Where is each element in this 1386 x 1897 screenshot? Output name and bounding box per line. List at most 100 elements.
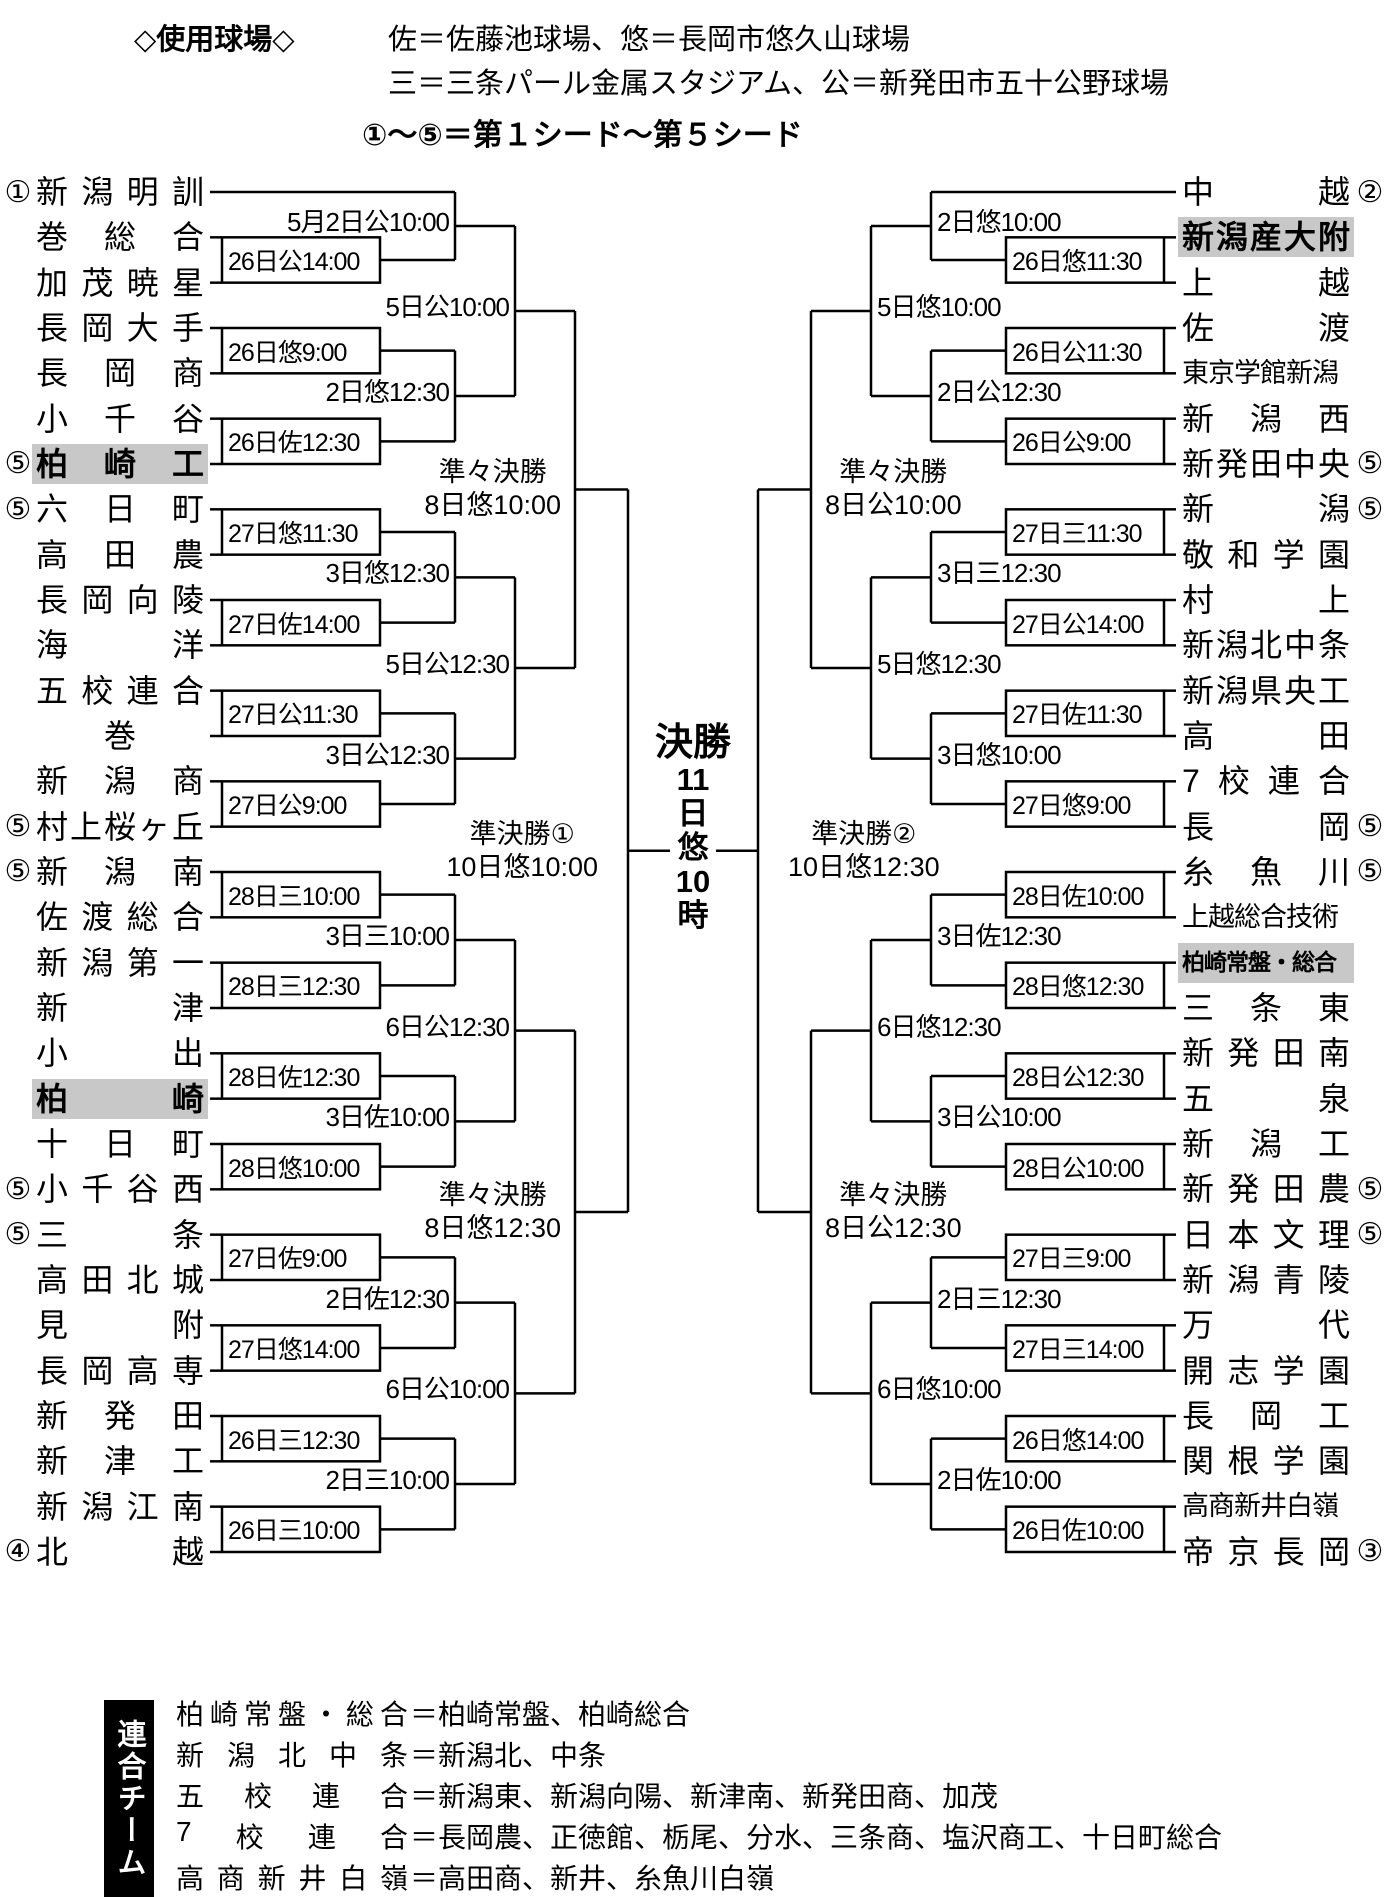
team-row: 加茂暁星 [32, 262, 208, 304]
final-title: 決勝 [654, 722, 731, 764]
match-label: 3日佐12:30 [937, 920, 1062, 951]
team-name-char: 本 [1227, 1216, 1260, 1253]
team-name-char: 見 [36, 1307, 69, 1344]
team-name-char: 帝 [1182, 1533, 1215, 1570]
team-name-char: 江 [126, 1488, 159, 1525]
match-box-label: 28日佐12:30 [228, 1063, 360, 1092]
team-name-char: 潟 [1312, 357, 1339, 388]
team-name-char: 関 [1182, 1443, 1215, 1480]
team-name-char: 南 [171, 853, 204, 890]
team-row: 佐渡総合 [32, 896, 208, 938]
team-name-char: 常 [243, 1698, 272, 1730]
team-row: 新潟 [1178, 488, 1354, 530]
team-name-char: 海 [36, 627, 69, 664]
team-name-char: 館 [1260, 357, 1287, 388]
team-name-char: 発 [1227, 1171, 1260, 1208]
team-name: 長岡大手 [32, 308, 208, 348]
team-name: 小出 [32, 1033, 208, 1073]
team-name-char: 城 [171, 1261, 204, 1298]
team-name-char: 京 [1208, 357, 1235, 388]
team-name: 長岡高専 [32, 1351, 208, 1391]
match-label: 6日悠12:30 [877, 1011, 1002, 1042]
match-label: 3日三10:00 [325, 920, 450, 951]
team-name-char: 佐 [1182, 309, 1215, 346]
team-name-char: 潟 [81, 1488, 114, 1525]
seed-badge: ⑤ [4, 810, 32, 844]
team-name-char: 柏 [176, 1698, 205, 1730]
team-name-char: 岡 [1249, 1397, 1282, 1434]
team-name: 見附 [32, 1305, 208, 1345]
team-row: 新津 [32, 987, 208, 1029]
match-box-label: 26日悠11:30 [1012, 247, 1143, 276]
match-label: 2日三10:00 [325, 1464, 450, 1495]
team-name-char: 北 [126, 1261, 159, 1298]
team-name-char: 商 [216, 1862, 245, 1894]
team-name: 新潟西 [1178, 399, 1354, 439]
team-name-char: 田 [1249, 445, 1282, 482]
team-name-char: 7 [1182, 763, 1200, 800]
match-box-label: 27日悠14:00 [228, 1335, 360, 1364]
team-name-char: 糸 [1182, 853, 1215, 890]
team-row: 新潟第一 [32, 942, 208, 984]
match-box-label: 28日公10:00 [1012, 1154, 1144, 1183]
team-row: 新潟商 [32, 760, 208, 802]
team-name-char: 合 [379, 1698, 408, 1730]
match-box-label: 26日悠9:00 [228, 338, 347, 367]
team-name: 中越 [1178, 172, 1354, 212]
match-box-label: 27日佐14:00 [228, 610, 360, 639]
team-name-char: 田 [103, 536, 136, 573]
team-row: 見附 [32, 1304, 208, 1346]
team-name-char: 総 [126, 899, 159, 936]
match-label: 2日三12:30 [937, 1283, 1062, 1314]
match-box-label: 27日公14:00 [1012, 610, 1144, 639]
team-name-char: 新 [36, 853, 69, 890]
team-name-char: 田 [1317, 717, 1350, 754]
team-name: 海洋 [32, 625, 208, 665]
team-name-char: 田 [1272, 1035, 1305, 1072]
team-name-char: 学 [1272, 1443, 1305, 1480]
team-row: 新潟西 [1178, 398, 1354, 440]
team-name-char: 北 [36, 1533, 69, 1570]
team-name-char: ヶ [137, 808, 170, 845]
team-name-char: 南 [1317, 1035, 1350, 1072]
round-name: 準決勝② [811, 818, 917, 849]
team-name-char: 岡 [1317, 1533, 1350, 1570]
team-name-char: 上 [1182, 264, 1215, 301]
seed-badge: ⑤ [1356, 1172, 1384, 1206]
team-name-char: 茂 [81, 264, 114, 301]
team-row: 新潟明訓 [32, 171, 208, 213]
seed-badge: ⑤ [4, 855, 32, 889]
team-name-char: 日 [103, 1125, 136, 1162]
team-name: 東京学館新潟 [1178, 353, 1354, 393]
team-name: 三条東 [1178, 988, 1354, 1028]
team-name: 六日町 [32, 489, 208, 529]
team-row: 五泉 [1178, 1078, 1354, 1120]
team-name-char: 五 [1182, 1080, 1215, 1117]
round-name: 準決勝① [469, 818, 575, 849]
team-name: 高田北城 [32, 1260, 208, 1300]
team-name-char: 中 [1283, 445, 1316, 482]
team-name-char: 川 [1317, 853, 1350, 890]
team-row: 三条東 [1178, 987, 1354, 1029]
team-name-char: 連 [1267, 763, 1300, 800]
match-label: 3日佐10:00 [325, 1102, 450, 1133]
team-row: 高商新井白嶺 [1178, 1486, 1354, 1528]
team-name-char: 崎 [209, 1698, 238, 1730]
match-box-label: 27日悠11:30 [228, 519, 359, 548]
team-name-char: 工 [1317, 1397, 1350, 1434]
team-name-char: 商 [1208, 1491, 1235, 1522]
team-name: 新潟工 [1178, 1124, 1354, 1164]
team-name: 巻総合 [32, 217, 208, 257]
team-name-char: 盤 [277, 1698, 306, 1730]
team-row: 高田農 [32, 534, 208, 576]
team-name-char: 千 [81, 1171, 114, 1208]
team-name-char: 常 [1226, 949, 1249, 976]
quarterfinal-label: 準々決勝 8日公10:00 [825, 456, 962, 522]
team-name-char: 京 [1227, 1533, 1260, 1570]
team-name: 巻 [32, 716, 208, 756]
quarterfinal-label: 準々決勝 8日悠10:00 [424, 456, 561, 522]
team-name-char: 県 [1249, 672, 1282, 709]
team-row: 新発田農 [1178, 1168, 1354, 1210]
team-name-char: 潟 [81, 944, 114, 981]
